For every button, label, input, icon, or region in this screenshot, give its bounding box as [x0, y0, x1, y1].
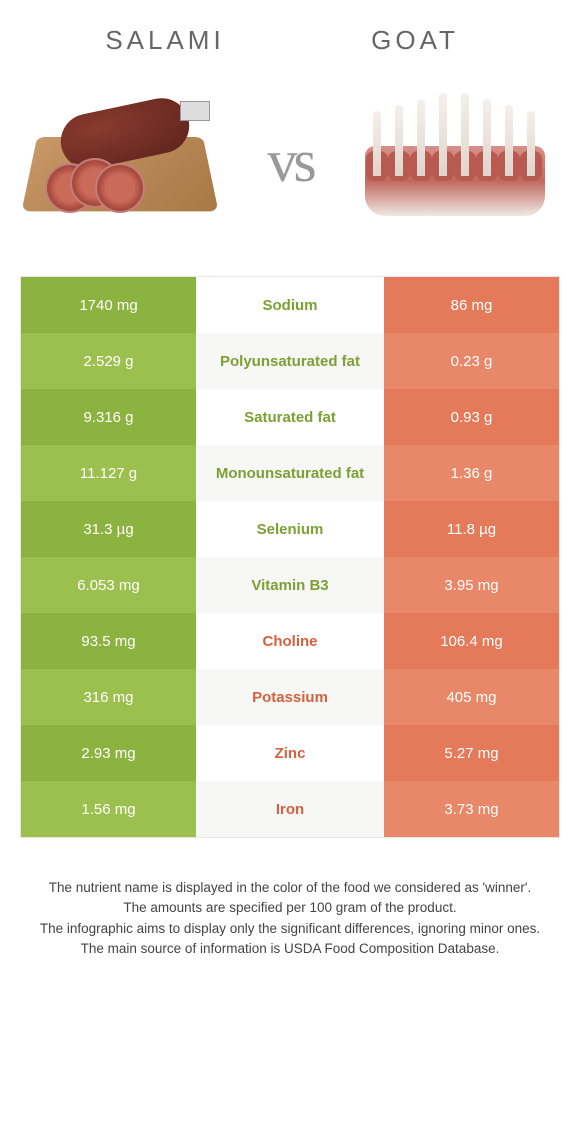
- table-row: 316 mgPotassium405 mg: [21, 669, 559, 725]
- value-right: 11.8 µg: [384, 501, 559, 557]
- table-row: 2.93 mgZinc5.27 mg: [21, 725, 559, 781]
- footer-notes: The nutrient name is displayed in the co…: [0, 838, 580, 979]
- value-right: 405 mg: [384, 669, 559, 725]
- value-right: 0.23 g: [384, 333, 559, 389]
- table-row: 1740 mgSodium86 mg: [21, 277, 559, 333]
- nutrient-label: Saturated fat: [196, 389, 384, 445]
- value-left: 1.56 mg: [21, 781, 196, 837]
- value-left: 1740 mg: [21, 277, 196, 333]
- nutrient-label: Iron: [196, 781, 384, 837]
- value-left: 316 mg: [21, 669, 196, 725]
- nutrient-label: Zinc: [196, 725, 384, 781]
- value-right: 5.27 mg: [384, 725, 559, 781]
- value-right: 3.95 mg: [384, 557, 559, 613]
- value-right: 0.93 g: [384, 389, 559, 445]
- right-image: [350, 86, 560, 236]
- images-row: vs: [0, 66, 580, 276]
- table-row: 2.529 gPolyunsaturated fat0.23 g: [21, 333, 559, 389]
- value-left: 6.053 mg: [21, 557, 196, 613]
- footer-line: The amounts are specified per 100 gram o…: [30, 898, 550, 918]
- header-right: GOAT: [290, 25, 540, 56]
- left-image: [20, 96, 230, 226]
- value-left: 31.3 µg: [21, 501, 196, 557]
- nutrient-label: Potassium: [196, 669, 384, 725]
- nutrient-label: Choline: [196, 613, 384, 669]
- nutrient-label: Monounsaturated fat: [196, 445, 384, 501]
- footer-line: The nutrient name is displayed in the co…: [30, 878, 550, 898]
- table-row: 1.56 mgIron3.73 mg: [21, 781, 559, 837]
- comparison-table: 1740 mgSodium86 mg2.529 gPolyunsaturated…: [20, 276, 560, 838]
- footer-line: The infographic aims to display only the…: [30, 919, 550, 939]
- header-left: SALAMI: [40, 25, 290, 56]
- value-right: 106.4 mg: [384, 613, 559, 669]
- header: SALAMI GOAT: [0, 0, 580, 66]
- vs-text: vs: [230, 127, 350, 196]
- table-row: 93.5 mgCholine106.4 mg: [21, 613, 559, 669]
- value-left: 93.5 mg: [21, 613, 196, 669]
- value-left: 2.93 mg: [21, 725, 196, 781]
- nutrient-label: Selenium: [196, 501, 384, 557]
- table-row: 9.316 gSaturated fat0.93 g: [21, 389, 559, 445]
- value-left: 9.316 g: [21, 389, 196, 445]
- table-row: 31.3 µgSelenium11.8 µg: [21, 501, 559, 557]
- table-row: 6.053 mgVitamin B33.95 mg: [21, 557, 559, 613]
- footer-line: The main source of information is USDA F…: [30, 939, 550, 959]
- table-row: 11.127 gMonounsaturated fat1.36 g: [21, 445, 559, 501]
- value-right: 3.73 mg: [384, 781, 559, 837]
- value-right: 1.36 g: [384, 445, 559, 501]
- nutrient-label: Polyunsaturated fat: [196, 333, 384, 389]
- value-left: 11.127 g: [21, 445, 196, 501]
- value-right: 86 mg: [384, 277, 559, 333]
- value-left: 2.529 g: [21, 333, 196, 389]
- nutrient-label: Sodium: [196, 277, 384, 333]
- nutrient-label: Vitamin B3: [196, 557, 384, 613]
